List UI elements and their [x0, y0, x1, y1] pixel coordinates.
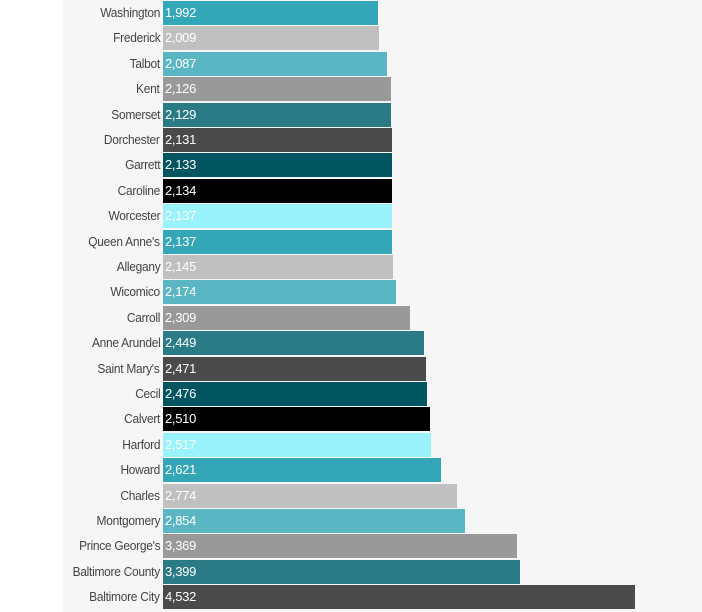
bar	[163, 585, 635, 610]
bar-row: Worcester 2,137	[63, 204, 702, 229]
bar	[163, 1, 378, 25]
bar-row: Talbot 2,087	[63, 51, 702, 76]
category-label: Saint Mary's	[97, 360, 160, 376]
bar	[163, 51, 388, 76]
category-label: Harford	[122, 436, 160, 452]
category-label: Queen Anne's	[88, 233, 161, 249]
category-label: Calvert	[124, 411, 160, 427]
bar-row: Montgomery 2,854	[63, 509, 702, 533]
bar-row: Prince George's 3,369	[63, 534, 702, 559]
value-label: 2,449	[165, 335, 197, 351]
category-label: Talbot	[129, 55, 161, 71]
bar-row: Somerset 2,129	[63, 102, 702, 127]
bar-row: Dorchester 2,131	[63, 128, 702, 152]
category-label: Prince George's	[78, 538, 161, 554]
bar-row: Saint Mary's 2,471	[63, 356, 702, 381]
category-label: Washington	[100, 5, 160, 20]
bar-row: Anne Arundel 2,449	[63, 331, 702, 356]
category-label: Montgomery	[96, 513, 160, 528]
value-label: 3,369	[165, 538, 197, 554]
value-label: 2,174	[165, 284, 197, 300]
bar	[163, 382, 427, 406]
bar-row: Charles 2,774	[63, 483, 702, 508]
bar-row: Allegany 2,145	[63, 255, 702, 279]
category-label: Dorchester	[104, 132, 160, 147]
value-label: 1,992	[165, 5, 197, 20]
bar	[163, 305, 410, 330]
category-label: Howard	[120, 462, 160, 478]
bar	[163, 128, 392, 152]
bar-row: Wicomico 2,174	[63, 280, 702, 305]
value-label: 2,133	[165, 157, 197, 173]
category-label: Caroline	[117, 182, 161, 198]
value-label: 2,129	[165, 106, 197, 122]
value-label: 2,517	[165, 436, 197, 452]
bar	[163, 26, 380, 51]
bar-row: Garrett 2,133	[63, 153, 702, 178]
bar-chart: Washington 1,992 Frederick 2,009 Talbot 2,087…	[63, 0, 702, 612]
bar	[163, 509, 465, 533]
category-label: Cecil	[134, 386, 160, 401]
category-label: Carroll	[126, 309, 161, 325]
value-label: 2,087	[165, 55, 197, 71]
bar-row: Queen Anne's 2,137	[63, 229, 702, 254]
category-label: Wicomico	[110, 284, 160, 300]
category-label: Worcester	[108, 208, 160, 224]
value-label: 2,854	[165, 513, 197, 528]
category-label: Allegany	[116, 259, 160, 274]
bar	[163, 229, 393, 254]
value-label: 2,510	[165, 411, 197, 427]
value-label: 2,145	[165, 259, 197, 274]
bar-row: Harford 2,517	[63, 432, 702, 457]
value-label: 2,309	[165, 309, 197, 325]
value-label: 2,621	[165, 462, 197, 478]
bar-row: Baltimore City 4,532	[63, 585, 702, 610]
value-label: 2,476	[165, 386, 197, 401]
bar	[163, 204, 393, 229]
bar	[163, 534, 517, 559]
bar-row: Cecil 2,476	[63, 382, 702, 406]
category-label: Somerset	[111, 106, 160, 122]
bar	[163, 280, 396, 305]
bar	[163, 178, 392, 203]
value-label: 2,471	[165, 360, 197, 376]
bar	[163, 356, 427, 381]
bar-row: Howard 2,621	[63, 458, 702, 483]
value-label: 2,131	[165, 132, 197, 147]
bar-row: Kent 2,126	[63, 77, 702, 102]
bar	[163, 559, 520, 584]
category-label: Anne Arundel	[91, 335, 160, 351]
bar-row: Frederick 2,009	[63, 26, 702, 51]
category-label: Charles	[120, 487, 161, 503]
bar-row: Calvert 2,510	[63, 407, 702, 432]
value-label: 2,009	[165, 30, 197, 46]
bar	[163, 407, 430, 432]
bar	[163, 102, 392, 127]
bar	[163, 77, 392, 102]
bar	[163, 255, 394, 279]
value-label: 2,137	[165, 233, 197, 249]
bar-row: Baltimore County 3,399	[63, 559, 702, 584]
bar	[163, 153, 392, 178]
category-label: Baltimore County	[72, 563, 161, 579]
category-label: Frederick	[112, 30, 161, 46]
value-label: 2,137	[165, 208, 197, 224]
value-label: 2,126	[165, 81, 197, 97]
value-label: 2,134	[165, 182, 197, 198]
value-label: 3,399	[165, 563, 197, 579]
category-label: Kent	[136, 81, 160, 97]
bar-row: Washington 1,992	[63, 1, 702, 25]
bar	[163, 432, 431, 457]
category-label: Baltimore City	[89, 589, 160, 605]
category-label: Garrett	[124, 157, 161, 173]
bar	[163, 458, 442, 483]
value-label: 2,774	[165, 487, 197, 503]
value-label: 4,532	[165, 589, 197, 605]
bar-row: Carroll 2,309	[63, 305, 702, 330]
bar	[163, 331, 424, 356]
bar	[163, 483, 457, 508]
bar-row: Caroline 2,134	[63, 178, 702, 203]
